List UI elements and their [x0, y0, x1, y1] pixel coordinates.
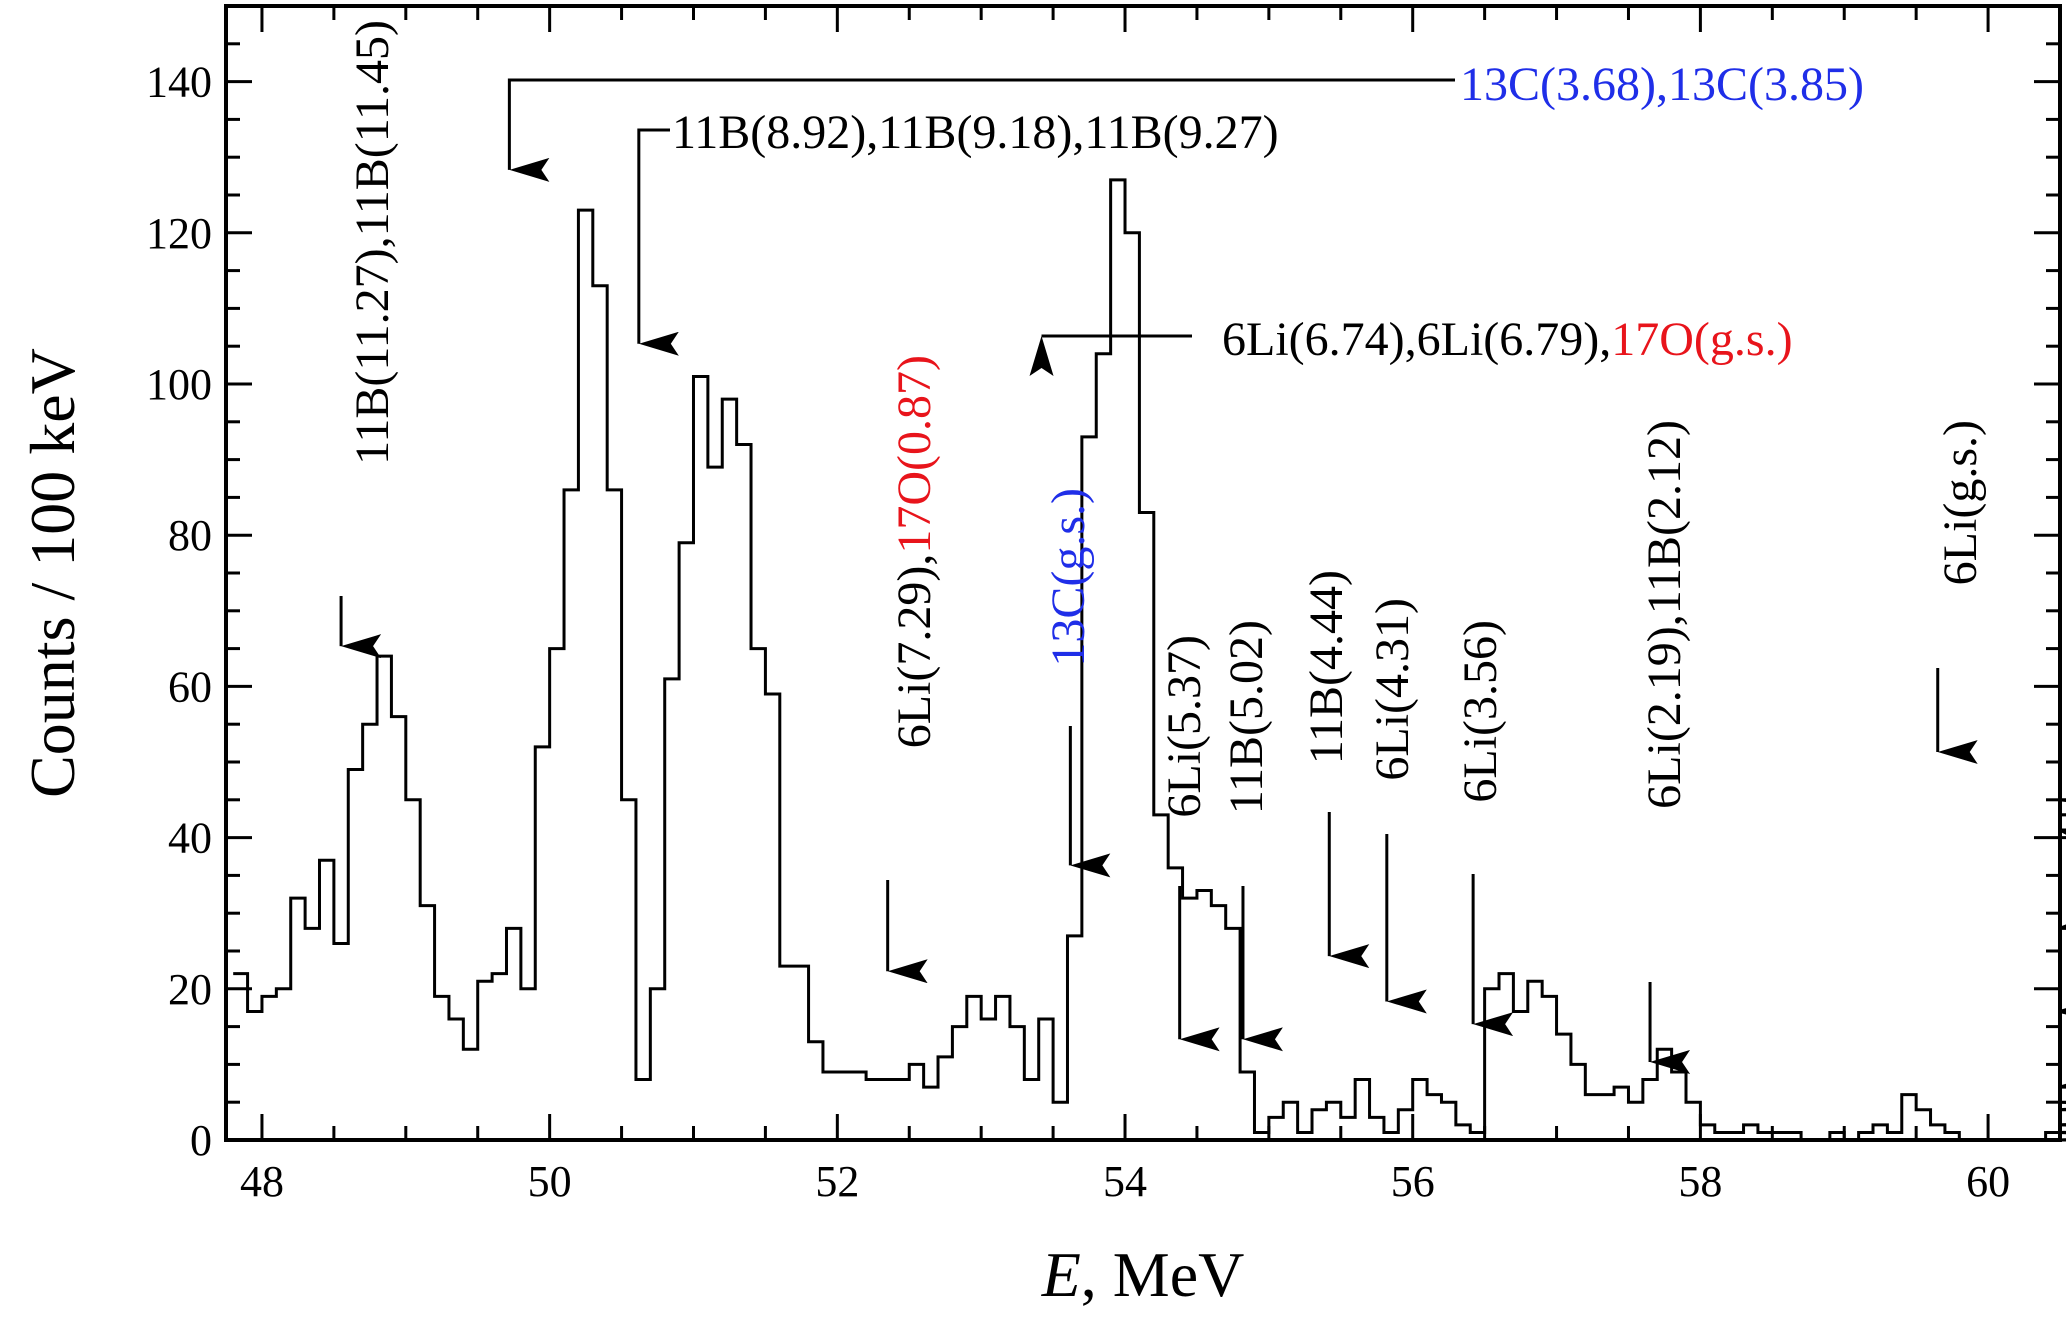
annotation-label: 11B(4.44)	[1300, 570, 1353, 764]
y-tick-label: 80	[168, 511, 212, 560]
x-tick-label: 50	[528, 1157, 572, 1206]
tick-labels: 48 50 52 54 56 58 60 0 20 40 60 80 100 120 140	[146, 58, 2010, 1206]
annotation-part: 17O(g.s.)	[1611, 313, 1792, 366]
annotation-part: 6Li(2.19),11B(2.12)	[1638, 420, 1691, 809]
annotation-li431: 6Li(4.31)	[1366, 598, 1427, 1014]
y-tick-label: 40	[168, 814, 212, 863]
peak-annotations: 11B(11.27),11B(11.45) 13C(3.68),13C(3.85)…	[339, 20, 1987, 1074]
annotation-li219: 6Li(2.19),11B(2.12)	[1638, 420, 1691, 1074]
x-tick-label: 58	[1678, 1157, 1722, 1206]
y-axis-title: Counts / 100 keV	[17, 348, 88, 798]
annotation-part: 13C(g.s.)	[1042, 488, 1095, 667]
annotation-c1368: 13C(3.68),13C(3.85)	[507, 58, 1864, 182]
annotation-label: 6Li(6.74),6Li(6.79),17O(g.s.)	[1222, 313, 1793, 366]
annotation-label: 6Li(2.19),11B(2.12)	[1638, 420, 1691, 809]
annotation-li674: 6Li(6.74),6Li(6.79),17O(g.s.)	[1029, 313, 1793, 376]
annotation-b1127: 11B(11.27),11B(11.45)	[339, 20, 399, 659]
annotation-label: 11B(5.02)	[1220, 620, 1273, 814]
annotation-part: 6Li(3.56)	[1454, 620, 1507, 803]
annotation-label: 6Li(5.37)	[1158, 635, 1211, 818]
annotation-li537: 6Li(5.37)	[1158, 635, 1220, 1052]
annotation-part: 11B(5.02)	[1220, 620, 1273, 814]
y-tick-label: 140	[146, 58, 212, 107]
x-tick-label: 60	[1966, 1157, 2010, 1206]
annotation-label: 6Li(g.s.)	[1934, 420, 1987, 585]
annotation-b444: 11B(4.44)	[1300, 570, 1370, 969]
annotation-arrow	[637, 128, 679, 356]
annotation-li356: 6Li(3.56)	[1454, 620, 1514, 1037]
annotation-c13gs: 13C(g.s.)	[1042, 488, 1111, 878]
annotation-part: 17O(0.87)	[888, 355, 941, 554]
annotation-ligs: 6Li(g.s.)	[1934, 420, 1987, 764]
plot-frame	[224, 4, 2062, 1142]
annotation-part: 6Li(6.74),6Li(6.79),	[1222, 313, 1611, 366]
annotation-label: 13C(3.68),13C(3.85)	[1460, 58, 1864, 111]
histogram-line	[233, 178, 2066, 1142]
annotation-part: 6Li(7.29),	[888, 554, 941, 749]
annotation-b892: 11B(8.92),11B(9.18),11B(9.27)	[637, 106, 1279, 356]
y-tick-label: 60	[168, 662, 212, 711]
y-tick-label: 0	[190, 1116, 212, 1165]
x-axis-title-symbol: E	[1041, 1239, 1081, 1310]
x-tick-label: 54	[1103, 1157, 1147, 1206]
axis-ticks	[226, 4, 2060, 1142]
x-axis-title: E, MeV	[1041, 1239, 1245, 1310]
x-tick-label: 56	[1391, 1157, 1435, 1206]
annotation-label: 11B(11.27),11B(11.45)	[346, 20, 399, 465]
annotation-b502: 11B(5.02)	[1220, 620, 1283, 1052]
y-tick-label: 20	[168, 965, 212, 1014]
annotation-label: 6Li(3.56)	[1454, 620, 1507, 803]
annotation-part: 11B(8.92),11B(9.18),11B(9.27)	[672, 106, 1279, 159]
annotation-label: 11B(8.92),11B(9.18),11B(9.27)	[672, 106, 1279, 159]
x-tick-label: 52	[815, 1157, 859, 1206]
annotation-label: 13C(g.s.)	[1042, 488, 1095, 667]
annotation-label: 6Li(4.31)	[1366, 598, 1419, 781]
annotation-part: 6Li(5.37)	[1158, 635, 1211, 818]
x-axis-title-unit: , MeV	[1081, 1239, 1245, 1310]
annotation-part: 11B(11.27),11B(11.45)	[346, 20, 399, 465]
annotation-arrow	[507, 78, 1455, 182]
annotation-part: 11B(4.44)	[1300, 570, 1353, 764]
x-tick-label: 48	[240, 1157, 284, 1206]
annotation-label: 6Li(7.29),17O(0.87)	[888, 355, 941, 748]
annotation-part: 13C(3.68),13C(3.85)	[1460, 58, 1864, 111]
annotation-part: 6Li(g.s.)	[1934, 420, 1987, 585]
annotation-part: 6Li(4.31)	[1366, 598, 1419, 781]
annotation-li729: 6Li(7.29),17O(0.87)	[886, 355, 941, 984]
y-tick-label: 120	[146, 209, 212, 258]
y-tick-label: 100	[146, 360, 212, 409]
